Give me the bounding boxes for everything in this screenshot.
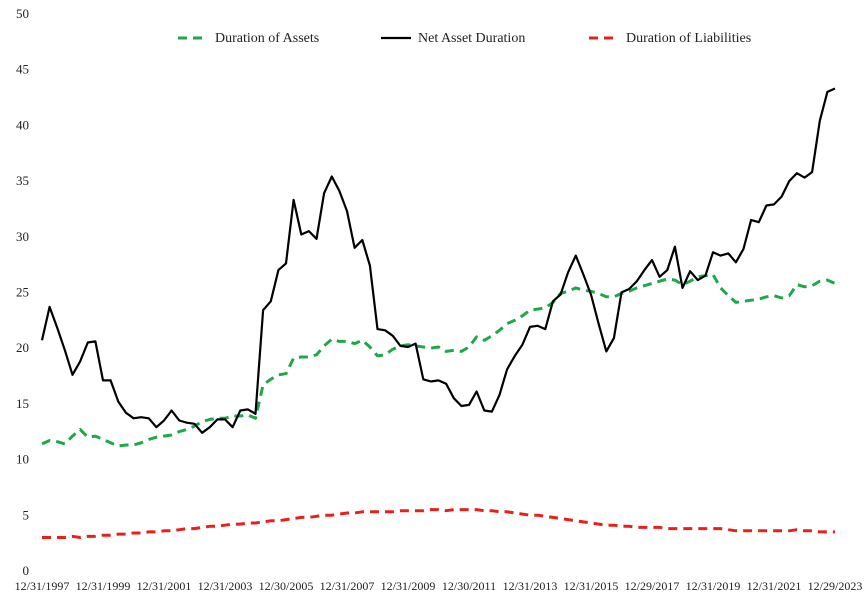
- legend-label: Duration of Assets: [215, 31, 319, 46]
- x-tick-label: 12/31/2021: [747, 579, 802, 593]
- x-tick-label: 12/30/2005: [259, 579, 314, 593]
- x-tick-label: 12/31/2019: [686, 579, 741, 593]
- x-tick-label: 12/29/2017: [625, 579, 680, 593]
- legend-label: Net Asset Duration: [418, 31, 525, 46]
- y-tick-label: 25: [16, 284, 29, 299]
- y-tick-label: 35: [16, 173, 29, 188]
- y-tick-label: 45: [16, 62, 29, 77]
- y-tick-label: 5: [23, 507, 30, 522]
- x-tick-label: 12/29/2023: [808, 579, 863, 593]
- y-tick-label: 50: [16, 6, 29, 21]
- x-tick-label: 12/31/2015: [564, 579, 619, 593]
- y-tick-label: 0: [23, 563, 30, 578]
- y-tick-label: 10: [16, 452, 29, 467]
- y-tick-label: 15: [16, 396, 29, 411]
- x-tick-label: 12/31/1997: [15, 579, 70, 593]
- x-tick-label: 12/31/2007: [320, 579, 375, 593]
- y-tick-label: 30: [16, 229, 29, 244]
- x-tick-label: 12/31/2003: [198, 579, 253, 593]
- y-tick-label: 40: [16, 117, 29, 132]
- x-tick-label: 12/31/2009: [381, 579, 436, 593]
- x-tick-label: 12/31/1999: [76, 579, 131, 593]
- legend-label: Duration of Liabilities: [626, 31, 751, 46]
- x-tick-label: 12/31/2001: [137, 579, 192, 593]
- x-tick-label: 12/30/2011: [442, 579, 496, 593]
- x-tick-label: 12/31/2013: [503, 579, 558, 593]
- y-tick-label: 20: [16, 340, 29, 355]
- series-line: [40, 87, 836, 434]
- series-line: [41, 273, 836, 448]
- series-line: [42, 508, 835, 539]
